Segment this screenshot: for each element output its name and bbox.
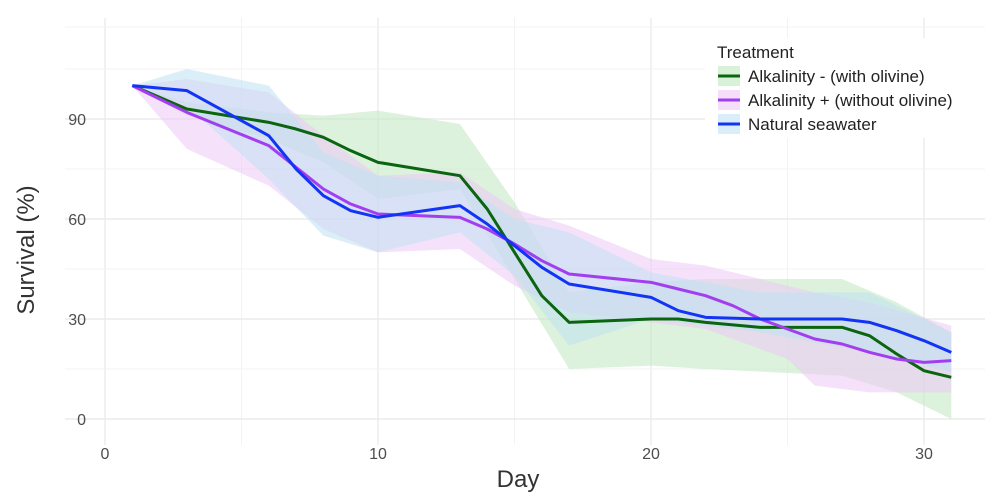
x-tick-label: 20 bbox=[642, 446, 660, 463]
y-tick-label: 30 bbox=[68, 312, 86, 329]
y-tick-labels: 0 30 60 90 bbox=[68, 112, 86, 429]
line-series-2 bbox=[131, 84, 952, 364]
legend-item: Natural seawater bbox=[718, 114, 877, 134]
line-series-3 bbox=[132, 84, 952, 354]
ribbon-series-3 bbox=[132, 69, 952, 373]
y-axis-title: Survival (%) bbox=[13, 185, 40, 314]
legend: Treatment Alkalinity - (with olivine) Alk… bbox=[705, 38, 990, 138]
legend-background bbox=[705, 38, 990, 138]
legend-title: Treatment bbox=[717, 43, 794, 62]
series-lines bbox=[131, 84, 952, 379]
y-tick-label: 90 bbox=[68, 112, 86, 129]
legend-item: Alkalinity + (without olivine) bbox=[718, 90, 953, 110]
x-tick-labels: 0 10 20 30 bbox=[101, 446, 933, 463]
legend-item: Alkalinity - (with olivine) bbox=[718, 66, 925, 86]
legend-label: Alkalinity + (without olivine) bbox=[748, 91, 953, 110]
x-tick-label: 10 bbox=[369, 446, 387, 463]
line-series-1 bbox=[131, 84, 952, 379]
legend-label: Natural seawater bbox=[748, 115, 877, 134]
legend-label: Alkalinity - (with olivine) bbox=[748, 67, 925, 86]
x-tick-label: 0 bbox=[101, 446, 110, 463]
x-axis-title: Day bbox=[497, 466, 540, 493]
y-tick-label: 60 bbox=[68, 212, 86, 229]
y-tick-label: 0 bbox=[77, 412, 86, 429]
x-tick-label: 30 bbox=[915, 446, 933, 463]
